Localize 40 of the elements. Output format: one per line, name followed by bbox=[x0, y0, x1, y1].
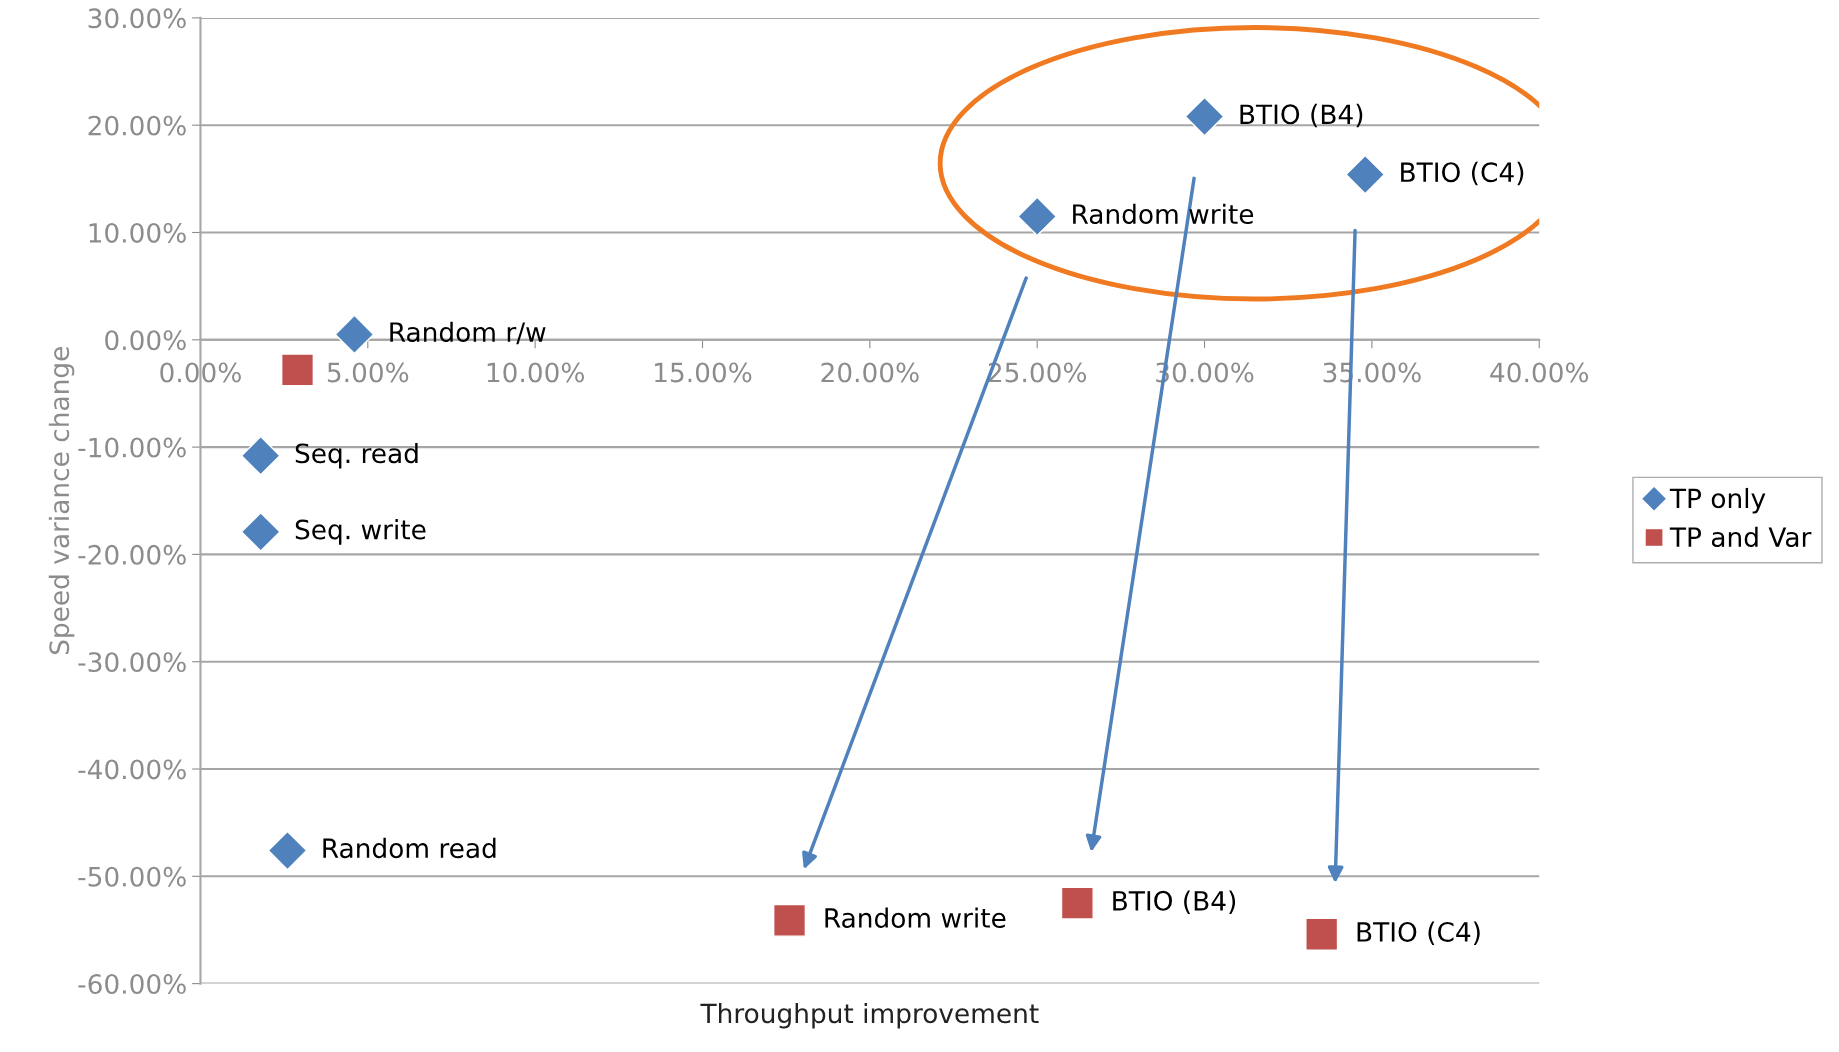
annotation: Random r/w bbox=[390, 321, 546, 345]
y-tick-label: -30.00% bbox=[78, 652, 186, 673]
y-tick-label: -40.00% bbox=[78, 759, 186, 780]
y-axis-title: Speed variance change bbox=[48, 347, 75, 655]
point bbox=[267, 830, 308, 871]
y-tick-label: -10.00% bbox=[78, 437, 186, 458]
point bbox=[280, 353, 315, 387]
annotation: Random write bbox=[825, 907, 1006, 928]
x-axis-title: Throughput improvement bbox=[700, 1002, 1039, 1029]
point bbox=[772, 903, 807, 937]
point bbox=[1184, 96, 1225, 137]
point bbox=[1060, 886, 1094, 920]
annotation: BTIO (C4) bbox=[1357, 921, 1480, 946]
y-tick-label: 20.00% bbox=[88, 115, 186, 136]
point bbox=[1017, 196, 1058, 237]
annotation: BTIO (B4) bbox=[1240, 103, 1363, 128]
y-tick-label: -50.00% bbox=[78, 866, 186, 887]
y-tick-label: -20.00% bbox=[78, 544, 186, 565]
annotation: BTIO (B4) bbox=[1113, 890, 1236, 914]
x-tick-label: 20.00% bbox=[821, 362, 919, 383]
x-tick-label: 10.00% bbox=[487, 362, 584, 383]
legend-label: TP only bbox=[1669, 487, 1766, 514]
point bbox=[240, 435, 281, 476]
point bbox=[240, 512, 281, 552]
annotation: BTIO (C4) bbox=[1401, 161, 1524, 186]
annotation: Seq. write bbox=[295, 519, 426, 545]
annotation: Random read bbox=[323, 837, 496, 859]
x-tick-label: 5.00% bbox=[327, 362, 409, 383]
point bbox=[1345, 154, 1386, 195]
x-tick-label: 15.00% bbox=[655, 362, 752, 383]
y-tick-label: -60.00% bbox=[78, 974, 186, 995]
legend-label: TP and Var bbox=[1669, 526, 1812, 548]
point bbox=[334, 314, 375, 355]
annotation: Seq. read bbox=[295, 442, 418, 469]
y-tick-label: 30.00% bbox=[88, 8, 186, 29]
y-tick-label: 0.00% bbox=[105, 330, 186, 351]
y-tick-label: 10.00% bbox=[89, 222, 186, 243]
point bbox=[1305, 917, 1339, 951]
annotation: Random write bbox=[1073, 203, 1254, 225]
x-tick-label: 40.00% bbox=[1490, 362, 1589, 383]
